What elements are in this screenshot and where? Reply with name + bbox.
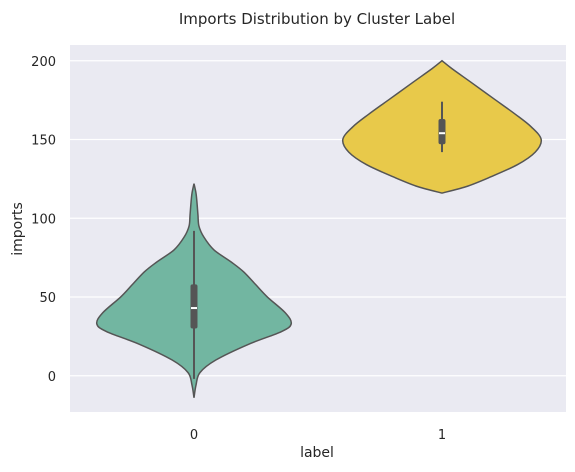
x-tick-label: 0 — [190, 428, 198, 443]
violin-iqr-box — [438, 119, 446, 145]
y-tick-label: 150 — [31, 134, 56, 149]
violins — [95, 59, 543, 398]
x-tick-label: 1 — [438, 428, 446, 443]
x-axis-label: label — [300, 445, 334, 461]
y-tick-label: 0 — [48, 370, 56, 385]
chart-title: Imports Distribution by Cluster Label — [179, 10, 455, 28]
y-tick-labels: 0 50 100 150 200 — [31, 55, 56, 385]
y-tick-label: 100 — [31, 212, 56, 227]
y-tick-label: 50 — [39, 291, 56, 306]
y-axis-label: imports — [10, 202, 26, 256]
y-tick-label: 200 — [31, 55, 56, 70]
violin-iqr-box — [190, 284, 198, 329]
